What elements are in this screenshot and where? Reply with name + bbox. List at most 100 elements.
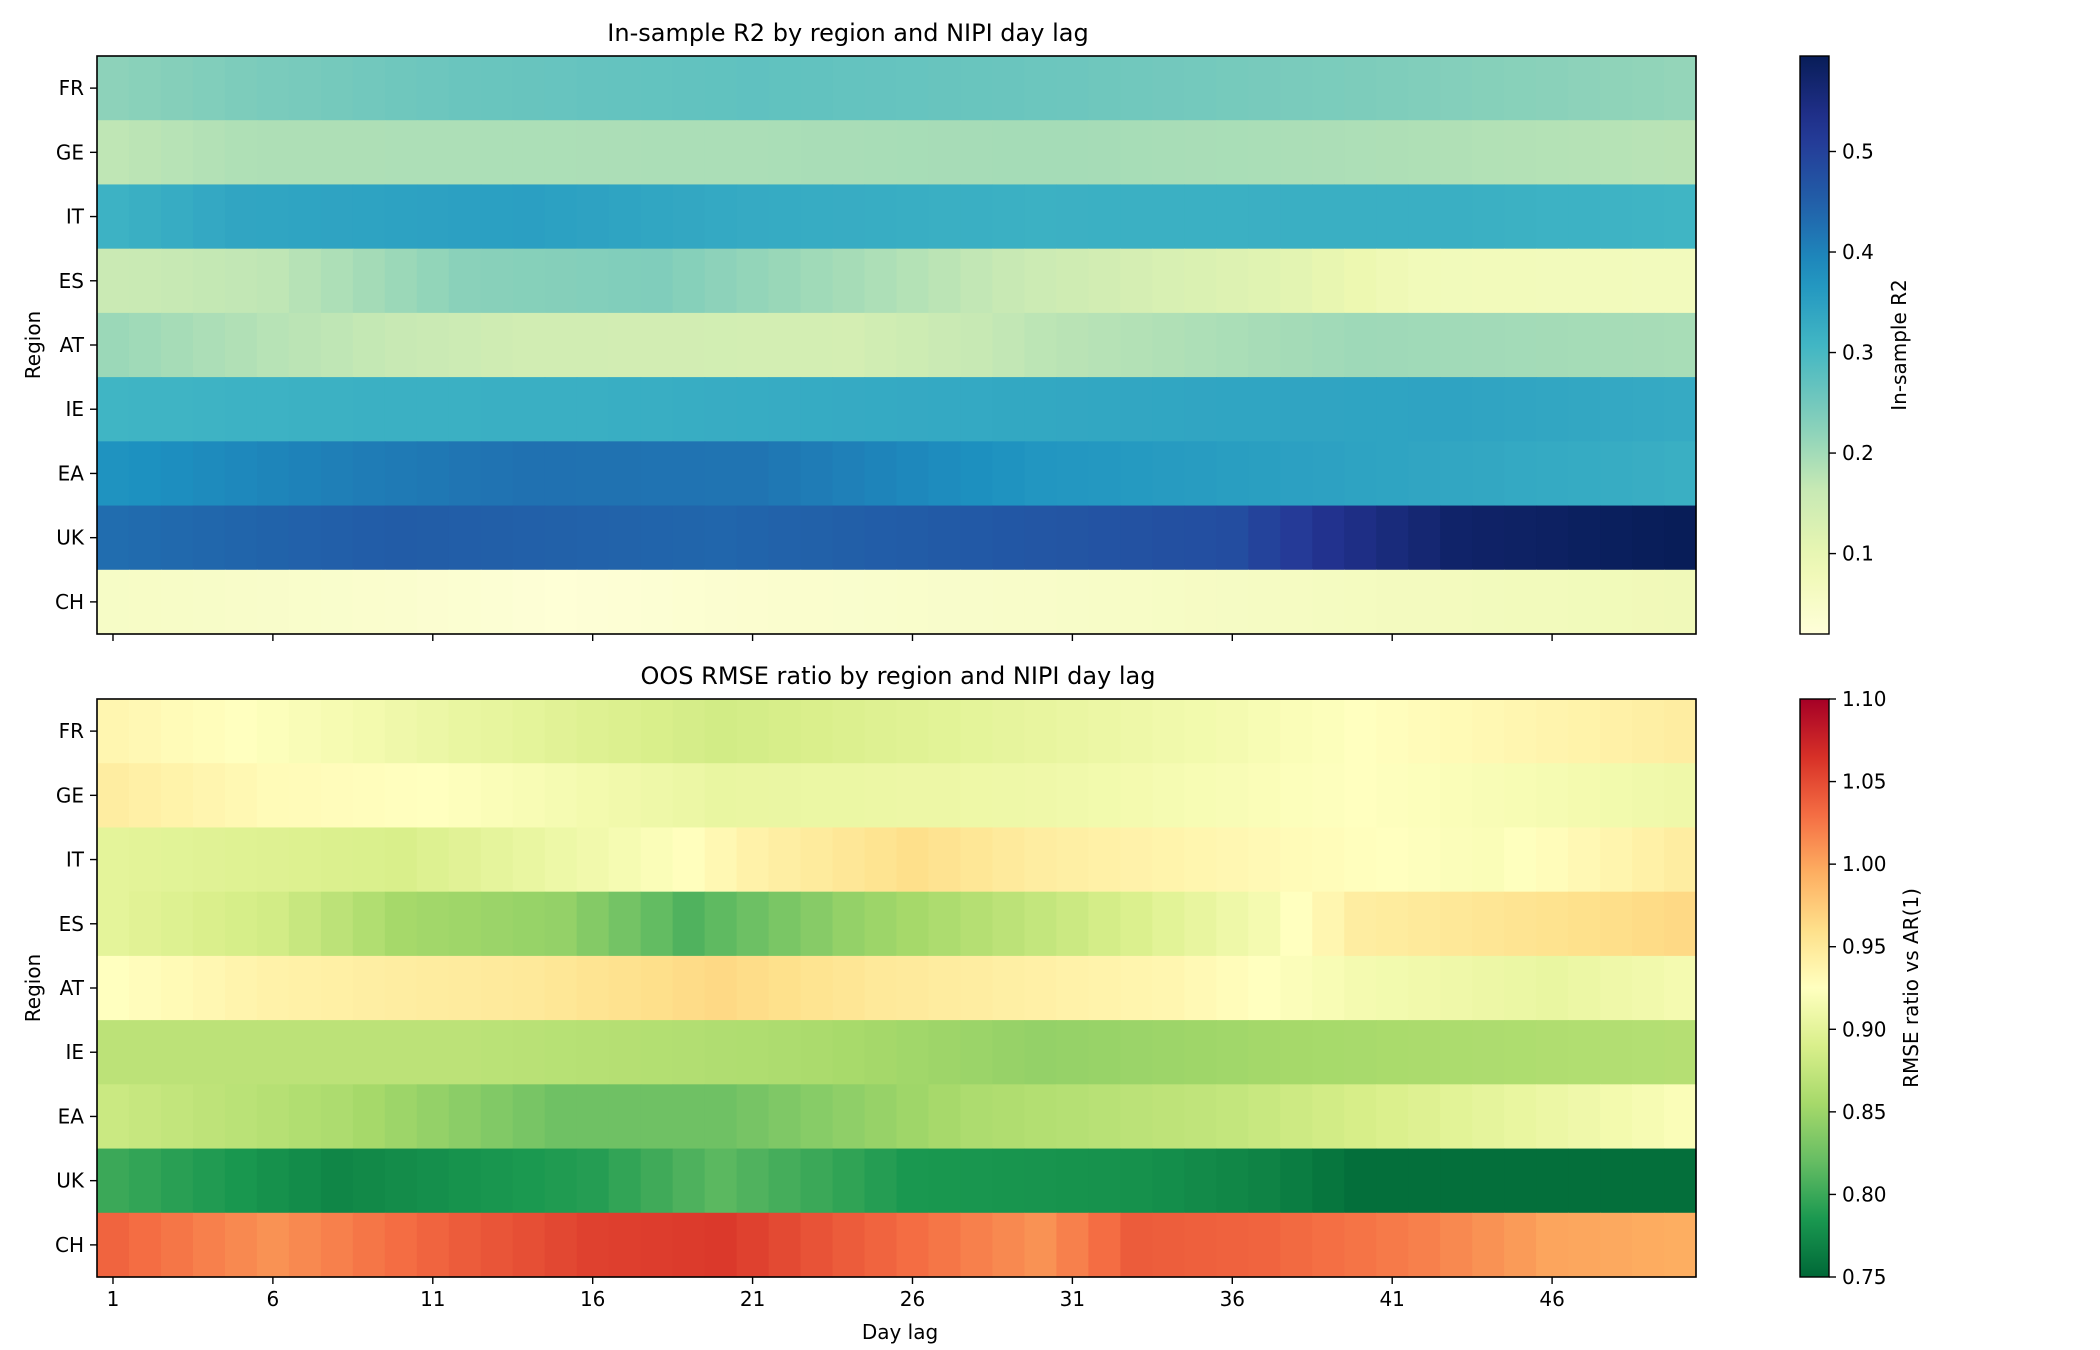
y-tick-label-ea: EA — [58, 1104, 85, 1128]
heatmap-cell-it-18 — [640, 184, 674, 250]
heatmap-cell-ch-14 — [512, 569, 546, 635]
heatmap-cell-es-1 — [97, 891, 130, 957]
heatmap-cell-ie-3 — [160, 1020, 194, 1085]
heatmap-cell-ge-18 — [640, 763, 674, 829]
heatmap-cell-ge-26 — [896, 763, 930, 829]
heatmap-cell-ea-44 — [1472, 1084, 1505, 1150]
heatmap-cell-es-39 — [1312, 248, 1345, 314]
heatmap-cell-ge-25 — [864, 120, 898, 186]
x-tick-label-1: 1 — [107, 1287, 120, 1311]
heatmap-cell-ie-16 — [576, 377, 610, 442]
heatmap-cell-ge-8 — [320, 763, 354, 829]
heatmap-cell-ea-36 — [1216, 441, 1249, 507]
heatmap-cell-ch-42 — [1408, 1212, 1441, 1278]
heatmap-cell-ge-46 — [1536, 763, 1569, 829]
heatmap-cell-it-41 — [1376, 827, 1409, 893]
heatmap-cell-fr-14 — [512, 56, 546, 121]
heatmap-cell-es-47 — [1568, 891, 1601, 957]
y-tick-label-fr: FR — [59, 719, 85, 743]
heatmap-cell-es-25 — [864, 891, 898, 957]
heatmap-cell-it-9 — [352, 184, 386, 250]
heatmap-cell-it-30 — [1024, 827, 1057, 893]
heatmap-cell-at-11 — [416, 955, 450, 1021]
y-tick-label-ie: IE — [65, 397, 84, 421]
heatmap-cell-ge-8 — [320, 120, 354, 186]
heatmap-cell-ea-24 — [832, 441, 866, 507]
heatmap-cell-ge-41 — [1376, 763, 1409, 829]
heatmap-cell-at-32 — [1088, 955, 1121, 1021]
heatmap-cell-it-50 — [1664, 827, 1697, 893]
heatmap-cell-ge-15 — [544, 120, 578, 186]
heatmap-cell-ge-6 — [256, 763, 290, 829]
heatmap-cell-ch-41 — [1376, 1212, 1409, 1278]
heatmap-cell-ch-8 — [320, 1212, 354, 1278]
heatmap-cell-at-34 — [1152, 955, 1185, 1021]
rmse-x-axis: 1 6 11 16 21 26 31 36 41 46 — [107, 1277, 1565, 1311]
heatmap-cell-at-21 — [736, 955, 770, 1021]
heatmap-cell-ge-10 — [384, 763, 418, 829]
heatmap-cell-ge-44 — [1472, 120, 1505, 186]
heatmap-cell-es-7 — [288, 248, 322, 314]
heatmap-cell-es-41 — [1376, 891, 1409, 957]
heatmap-cell-ie-21 — [736, 377, 770, 442]
heatmap-cell-at-44 — [1472, 312, 1505, 378]
heatmap-cell-es-40 — [1344, 891, 1377, 957]
heatmap-cell-ch-11 — [416, 569, 450, 635]
heatmap-cell-ie-11 — [416, 1020, 450, 1085]
heatmap-cell-it-26 — [896, 827, 930, 893]
rmse-y-axis: FR GE IT ES AT IE EA UK CH — [55, 719, 97, 1257]
heatmap-cell-es-27 — [928, 891, 962, 957]
heatmap-cell-it-34 — [1152, 184, 1185, 250]
heatmap-cell-ch-3 — [160, 569, 194, 635]
heatmap-cell-at-25 — [864, 955, 898, 1021]
heatmap-cell-ie-41 — [1376, 377, 1409, 442]
heatmap-cell-ge-32 — [1088, 763, 1121, 829]
heatmap-cell-es-6 — [256, 891, 290, 957]
heatmap-cell-ea-21 — [736, 441, 770, 507]
heatmap-cell-uk-14 — [512, 505, 546, 571]
heatmap-cell-it-39 — [1312, 184, 1345, 250]
heatmap-cell-ie-13 — [480, 377, 514, 442]
heatmap-cell-ea-13 — [480, 1084, 514, 1150]
heatmap-cell-it-48 — [1600, 184, 1633, 250]
heatmap-cell-ie-20 — [704, 1020, 738, 1085]
heatmap-cell-ge-19 — [672, 763, 706, 829]
heatmap-cell-fr-46 — [1536, 56, 1569, 121]
heatmap-cell-uk-15 — [544, 1148, 578, 1214]
x-tick-label-41: 41 — [1379, 1287, 1404, 1311]
heatmap-cell-ie-33 — [1120, 377, 1153, 442]
heatmap-cell-es-19 — [672, 891, 706, 957]
heatmap-cell-ea-16 — [576, 441, 610, 507]
heatmap-cell-at-23 — [800, 312, 834, 378]
heatmap-cell-ie-38 — [1280, 377, 1313, 442]
heatmap-cell-it-24 — [832, 184, 866, 250]
heatmap-cell-at-12 — [448, 312, 482, 378]
heatmap-cell-it-27 — [928, 184, 962, 250]
heatmap-cell-ea-5 — [224, 441, 258, 507]
heatmap-cell-uk-19 — [672, 505, 706, 571]
heatmap-cell-ea-33 — [1120, 1084, 1153, 1150]
heatmap-cell-uk-11 — [416, 1148, 450, 1214]
heatmap-cell-fr-45 — [1504, 699, 1537, 764]
heatmap-cell-es-39 — [1312, 891, 1345, 957]
heatmap-cell-ch-29 — [992, 1212, 1026, 1278]
heatmap-cell-uk-45 — [1504, 505, 1537, 571]
heatmap-cell-es-44 — [1472, 891, 1505, 957]
x-tick-label-31: 31 — [1060, 1287, 1085, 1311]
heatmap-cell-fr-6 — [256, 699, 290, 764]
heatmap-cell-ch-32 — [1088, 569, 1121, 635]
heatmap-cell-it-19 — [672, 827, 706, 893]
heatmap-cell-ge-12 — [448, 120, 482, 186]
colorbar-tick-label: 0.4 — [1842, 240, 1874, 264]
heatmap-cell-it-12 — [448, 827, 482, 893]
heatmap-cell-it-32 — [1088, 184, 1121, 250]
heatmap-cell-fr-47 — [1568, 56, 1601, 121]
heatmap-cell-uk-38 — [1280, 1148, 1313, 1214]
heatmap-cell-it-39 — [1312, 827, 1345, 893]
heatmap-cell-ch-9 — [352, 1212, 386, 1278]
heatmap-cell-ea-14 — [512, 441, 546, 507]
heatmap-cell-ge-4 — [192, 120, 226, 186]
heatmap-cell-ch-25 — [864, 1212, 898, 1278]
heatmap-cell-at-28 — [960, 955, 994, 1021]
heatmap-cell-ie-32 — [1088, 377, 1121, 442]
